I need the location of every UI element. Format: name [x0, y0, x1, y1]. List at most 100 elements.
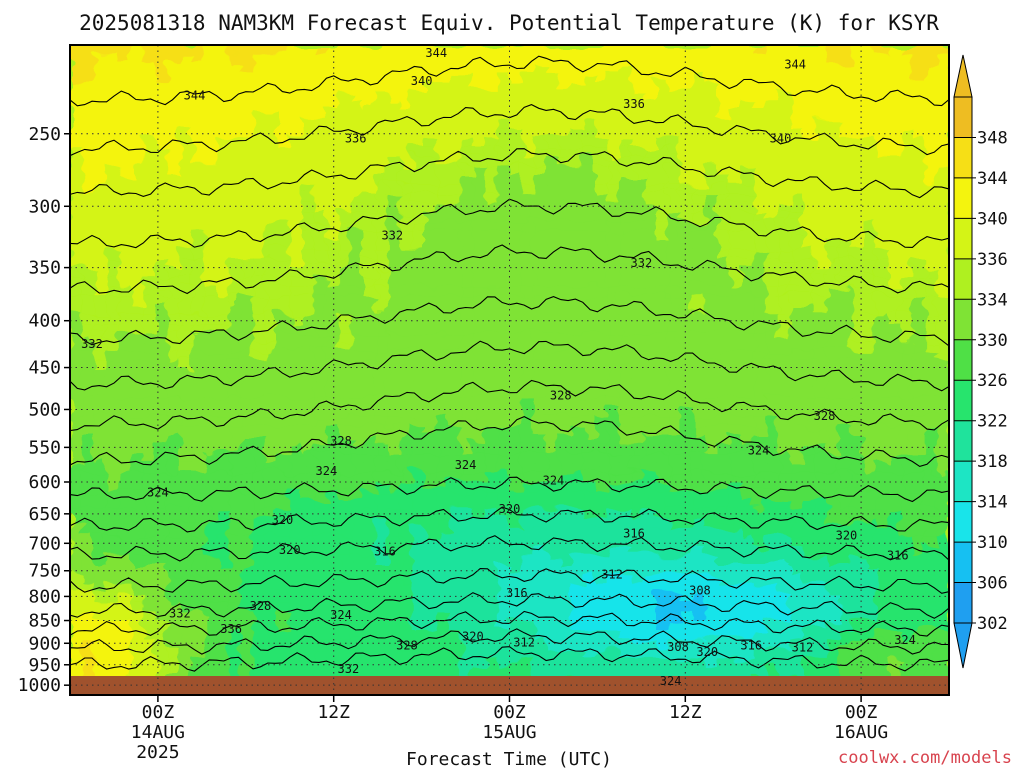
y-axis: 2503003504004505005506006507007508008509… [18, 124, 70, 696]
grid [70, 45, 949, 695]
contour-label: 324 [316, 464, 338, 478]
contour-labels: 344 344 340 344 336 336 340 332 332 332 328 328 328 3… [81, 46, 916, 688]
y-tick-label: 850 [28, 611, 61, 632]
contour-line [70, 55, 949, 107]
contour-label: 328 [250, 599, 272, 613]
colorbar-segment [954, 177, 972, 219]
contour-label: 324 [330, 608, 352, 622]
colorbar-label: 326 [977, 371, 1008, 391]
y-tick-label: 750 [28, 561, 61, 582]
contour-label: 316 [374, 545, 396, 559]
contour-label: 320 [279, 543, 301, 557]
colorbar-label: 348 [977, 128, 1008, 148]
contour-label: 320 [696, 645, 718, 659]
contour-label: 340 [770, 132, 792, 146]
contour-label: 320 [462, 630, 484, 644]
x-tick-label: 00Z [142, 702, 175, 723]
colorbar-segment [954, 339, 972, 381]
contour-label: 336 [623, 97, 645, 111]
x-tick-sublabel: 16AUG [834, 722, 888, 743]
y-tick-label: 500 [28, 399, 61, 420]
contour-label: 328 [396, 638, 418, 652]
colorbar-label: 322 [977, 412, 1008, 432]
contour-line [70, 415, 949, 467]
theta-e-field [70, 45, 949, 695]
plot-area: 344 344 340 344 336 336 340 332 332 332 328 328 328 3… [69, 44, 950, 696]
y-tick-label: 250 [28, 124, 61, 145]
contour-label: 316 [506, 586, 528, 600]
colorbar-segment [954, 258, 972, 300]
colorbar-segment [954, 137, 972, 179]
x-tick-label: 00Z [493, 702, 526, 723]
contour-label: 320 [836, 528, 858, 542]
y-tick-label: 300 [28, 196, 61, 217]
colorbar-extend-bottom [953, 622, 973, 669]
contour-label: 324 [147, 485, 169, 499]
colorbar-segment [954, 501, 972, 543]
y-tick-label: 1000 [18, 675, 61, 696]
contour-label: 332 [631, 256, 653, 270]
y-tick-label: 650 [28, 504, 61, 525]
y-tick-label: 350 [28, 258, 61, 279]
colorbar-segment [954, 420, 972, 462]
y-tick-label: 550 [28, 437, 61, 458]
y-tick-label: 900 [28, 633, 61, 654]
contour-label: 316 [740, 638, 762, 652]
colorbar-segment [954, 97, 972, 138]
x-tick-sublabel: 2025 [136, 742, 179, 763]
colorbar-segment [954, 218, 972, 260]
contour-label: 308 [689, 583, 711, 597]
contour-label: 312 [792, 641, 814, 655]
colorbar-label: 302 [977, 614, 1008, 634]
y-tick-label: 950 [28, 655, 61, 676]
contour-label: 332 [81, 337, 103, 351]
contour-label: 324 [455, 458, 477, 472]
colorbar-label: 318 [977, 452, 1008, 472]
y-tick-label: 600 [28, 472, 61, 493]
colorbar-label: 336 [977, 250, 1008, 270]
contour-label: 344 [425, 46, 447, 60]
contour-label: 328 [330, 434, 352, 448]
contour-label: 340 [411, 74, 433, 88]
x-tick-sublabel: 15AUG [482, 722, 536, 743]
y-tick-label: 400 [28, 311, 61, 332]
contour-label: 320 [272, 513, 294, 527]
contour-line [70, 628, 949, 655]
contour-label: 324 [543, 474, 565, 488]
contour-label: 316 [623, 527, 645, 541]
colorbar-label: 314 [977, 493, 1008, 513]
colorbar-label: 330 [977, 331, 1008, 351]
colorbar-label: 334 [977, 290, 1008, 310]
contour-label: 312 [513, 635, 535, 649]
contour-label: 344 [784, 57, 806, 71]
contour-line [70, 646, 949, 672]
x-axis-label: Forecast Time (UTC) [406, 749, 612, 768]
contour-label: 312 [601, 567, 623, 581]
colorbar: 302 306 310 314 318 322 326 330 334 336 340 344 348 [953, 54, 1008, 669]
colorbar-segment [954, 299, 972, 341]
colorbar-label: 340 [977, 209, 1008, 229]
colorbar-segment [954, 582, 972, 624]
x-tick-sublabel: 14AUG [131, 722, 185, 743]
contour-label: 328 [550, 389, 572, 403]
colorbar-extend-top [953, 54, 973, 98]
credit-text: coolwx.com/models [838, 748, 1012, 768]
colorbar-segment [954, 380, 972, 422]
contour-label: 336 [220, 622, 242, 636]
contour-label: 336 [345, 132, 367, 146]
contour-label: 320 [499, 502, 521, 516]
chart-title: 2025081318 NAM3KM Forecast Equiv. Potent… [79, 11, 939, 35]
contour-label: 332 [169, 606, 191, 620]
contour-label: 316 [887, 549, 909, 563]
y-tick-label: 700 [28, 533, 61, 554]
contour-label: 324 [748, 443, 770, 457]
contour-line [70, 568, 949, 594]
contour-label: 332 [338, 662, 360, 676]
contour-label: 324 [660, 674, 682, 688]
x-tick-label: 00Z [845, 702, 878, 723]
colorbar-label: 310 [977, 533, 1008, 553]
contour-label: 328 [814, 409, 836, 423]
contour-line [70, 476, 949, 503]
contour-label: 344 [184, 88, 206, 102]
